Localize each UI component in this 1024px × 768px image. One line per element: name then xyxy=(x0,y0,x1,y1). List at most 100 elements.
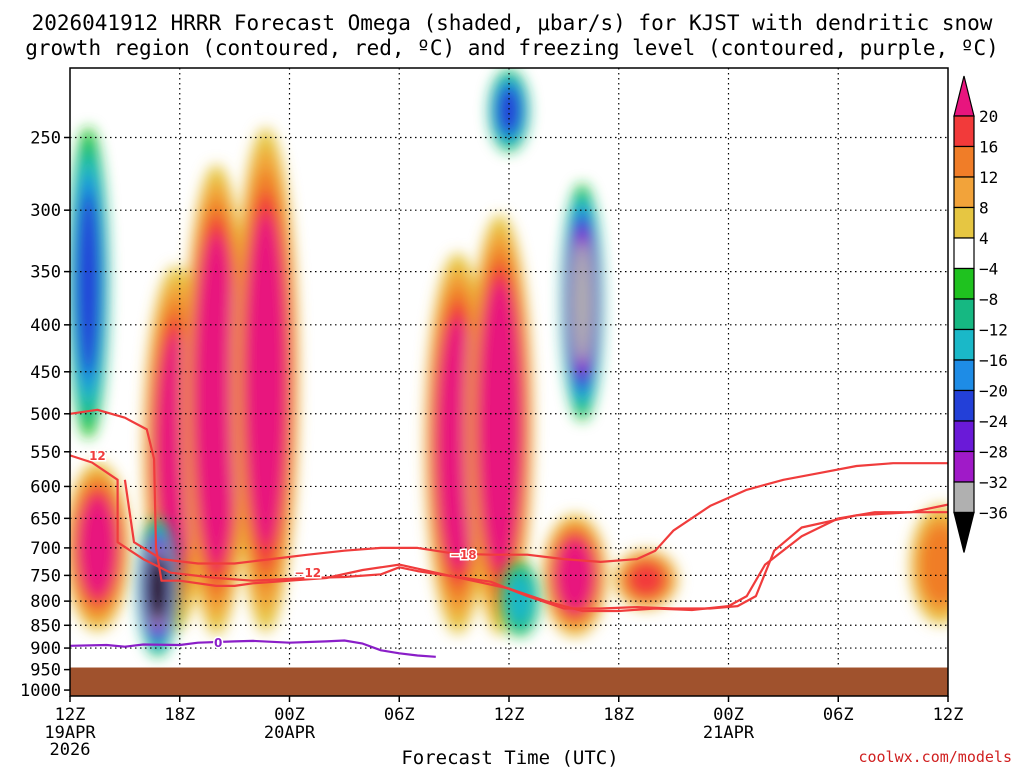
x-tick-label-18: 06Z xyxy=(384,705,415,725)
colorbar-swatch-7 xyxy=(953,298,975,331)
x-tick-label-24: 12Z xyxy=(494,705,525,725)
colorbar-label-5: 4 xyxy=(979,229,989,248)
descent-low-narrow-band-9 xyxy=(147,553,169,623)
y-tick-label-400: 400 xyxy=(30,316,61,336)
colorbar-label-11: −24 xyxy=(979,412,1008,431)
ascent-late xyxy=(910,505,948,625)
chart-title-line-1: 2026041912 HRRR Forecast Omega (shaded, … xyxy=(32,11,993,35)
ground-mask xyxy=(70,667,948,696)
ascent-core-3-band-5 xyxy=(244,214,288,547)
ascent-core-2 xyxy=(183,164,250,636)
y-tick-label-500: 500 xyxy=(30,405,61,425)
colorbar-swatch-9 xyxy=(953,359,975,392)
colorbar-label-2: 16 xyxy=(979,138,998,157)
colorbar-label-6: −4 xyxy=(979,260,998,279)
colorbar-swatch-4 xyxy=(953,206,975,239)
colorbar-swatch-top xyxy=(953,75,975,117)
x-tick-label-30: 18Z xyxy=(603,705,634,725)
y-tick-label-650: 650 xyxy=(30,509,61,529)
colorbar-label-7: −8 xyxy=(979,290,998,309)
dgz-contour-1-label: 12 xyxy=(89,449,106,463)
colorbar: 20 16 12 8 4 −4 −8 −12 −16 −20 −24 −28 −32 −36 xyxy=(953,75,1008,553)
colorbar-label-13: −32 xyxy=(979,473,1008,492)
y-tick-label-900: 900 xyxy=(30,639,61,659)
ascent-low-3-band-4 xyxy=(627,561,666,598)
ascent-core-2-band-5 xyxy=(193,233,240,566)
x-axis-title: Forecast Time (UTC) xyxy=(401,747,618,768)
colorbar-swatch-bottom xyxy=(953,511,975,553)
x-date-label-36-0: 21APR xyxy=(703,723,755,743)
colorbar-label-1: 20 xyxy=(979,107,998,126)
chart-title-line-2: growth region (contoured, red, ºC) and f… xyxy=(25,36,999,60)
y-tick-label-750: 750 xyxy=(30,566,61,586)
y-axis: 250 300 350 400 450 500 550 600 650 700 750 800 850 9… xyxy=(20,128,70,701)
x-tick-label-0: 12Z xyxy=(55,705,86,725)
colorbar-label-4: 8 xyxy=(979,199,989,218)
ascent-core-5-band-5 xyxy=(477,281,523,569)
colorbar-label-14: −36 xyxy=(979,504,1008,523)
y-tick-label-1000: 1000 xyxy=(20,681,61,701)
x-tick-label-42: 06Z xyxy=(823,705,854,725)
colorbar-swatch-2 xyxy=(953,145,975,178)
dgz-contour-2-label: −12 xyxy=(294,566,321,580)
colorbar-swatch-11 xyxy=(953,420,975,453)
descent-upper-early xyxy=(70,127,109,439)
ascent-low-1 xyxy=(70,462,130,632)
descent-top xyxy=(489,69,529,152)
ascent-low-2 xyxy=(542,514,608,637)
dgz-contour-3-label: −18 xyxy=(450,548,477,562)
x-tick-label-48: 12Z xyxy=(933,705,964,725)
ascent-low-1-band-5 xyxy=(78,497,117,597)
ascent-low-3 xyxy=(614,549,678,610)
dgz-contour-3 xyxy=(123,462,948,565)
colorbar-label-8: −12 xyxy=(979,321,1008,340)
x-tick-label-36: 00Z xyxy=(713,705,744,725)
ascent-low-2-band-5 xyxy=(555,539,594,612)
colorbar-swatch-5 xyxy=(953,237,975,270)
dgz-contour-2 xyxy=(70,454,948,610)
y-tick-label-250: 250 xyxy=(30,128,61,148)
colorbar-swatch-6 xyxy=(953,267,975,300)
colorbar-swatch-1 xyxy=(953,115,975,148)
descent-layer xyxy=(70,69,603,657)
descent-top-band-5 xyxy=(497,86,521,135)
descent-low-narrow xyxy=(137,518,179,657)
descent-low-band-3 xyxy=(506,573,534,625)
colorbar-swatch-13 xyxy=(953,481,975,514)
descent-upper-mid-band-8 xyxy=(571,241,593,364)
ascent-core-5 xyxy=(467,214,533,635)
y-tick-label-700: 700 xyxy=(30,539,61,559)
x-tick-label-6: 18Z xyxy=(164,705,195,725)
x-date-label-0-0: 19APR xyxy=(44,723,96,743)
colorbar-label-10: −20 xyxy=(979,382,1008,401)
colorbar-swatch-3 xyxy=(953,176,975,209)
descent-upper-mid xyxy=(561,183,603,421)
freezing-level-contour-label: 0 xyxy=(214,636,222,650)
y-tick-label-950: 950 xyxy=(30,661,61,681)
credit-text[interactable]: coolwx.com/models xyxy=(858,748,1012,766)
y-tick-label-800: 800 xyxy=(30,592,61,612)
x-date-label-12-0: 20APR xyxy=(264,723,316,743)
ascent-layer xyxy=(70,127,948,637)
ground-area xyxy=(70,667,948,696)
omega-shading xyxy=(70,69,948,657)
colorbar-label-3: 12 xyxy=(979,168,998,187)
colorbar-swatch-12 xyxy=(953,450,975,483)
descent-upper-early-band-5 xyxy=(76,191,100,375)
x-date-label-0-1: 2026 xyxy=(50,740,91,760)
temperature-contours: 12 −12 −18 0 xyxy=(70,408,948,658)
y-tick-label-850: 850 xyxy=(30,616,61,636)
y-tick-label-550: 550 xyxy=(30,443,61,463)
y-tick-label-300: 300 xyxy=(30,201,61,221)
ascent-late-band-3 xyxy=(920,524,948,605)
colorbar-label-12: −28 xyxy=(979,443,1008,462)
freezing-level-contour xyxy=(70,639,436,658)
colorbar-swatch-10 xyxy=(953,389,975,422)
colorbar-swatch-8 xyxy=(953,328,975,361)
ascent-core-3 xyxy=(233,127,299,633)
x-tick-label-12: 00Z xyxy=(274,705,305,725)
descent-low xyxy=(500,562,539,637)
y-tick-label-600: 600 xyxy=(30,477,61,497)
